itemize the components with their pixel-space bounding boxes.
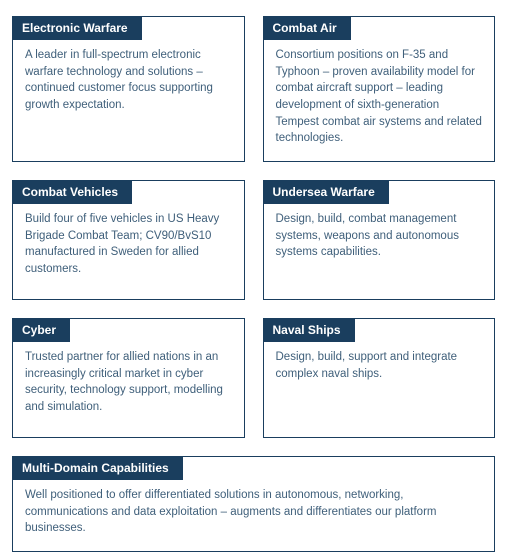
card-title: Electronic Warfare [12,16,142,40]
card-undersea-warfare: Undersea Warfare Design, build, combat m… [263,180,496,300]
card-title: Multi-Domain Capabilities [12,456,183,480]
card-title: Combat Air [263,16,351,40]
card-electronic-warfare: Electronic Warfare A leader in full-spec… [12,16,245,162]
card-cyber: Cyber Trusted partner for allied nations… [12,318,245,438]
card-body: Trusted partner for allied nations in an… [25,349,232,416]
card-body: Design, build, support and integrate com… [276,349,483,382]
card-combat-air: Combat Air Consortium positions on F-35 … [263,16,496,162]
card-body: Well positioned to offer differentiated … [25,487,482,537]
card-body: Consortium positions on F-35 and Typhoon… [276,47,483,147]
card-body: Design, build, combat management systems… [276,211,483,261]
card-title: Naval Ships [263,318,355,342]
card-combat-vehicles: Combat Vehicles Build four of five vehic… [12,180,245,300]
card-body: A leader in full-spectrum electronic war… [25,47,232,114]
card-naval-ships: Naval Ships Design, build, support and i… [263,318,496,438]
card-title: Combat Vehicles [12,180,132,204]
card-body: Build four of five vehicles in US Heavy … [25,211,232,278]
card-multi-domain: Multi-Domain Capabilities Well positione… [12,456,495,552]
card-grid: Electronic Warfare A leader in full-spec… [12,16,495,552]
card-title: Undersea Warfare [263,180,389,204]
card-title: Cyber [12,318,70,342]
